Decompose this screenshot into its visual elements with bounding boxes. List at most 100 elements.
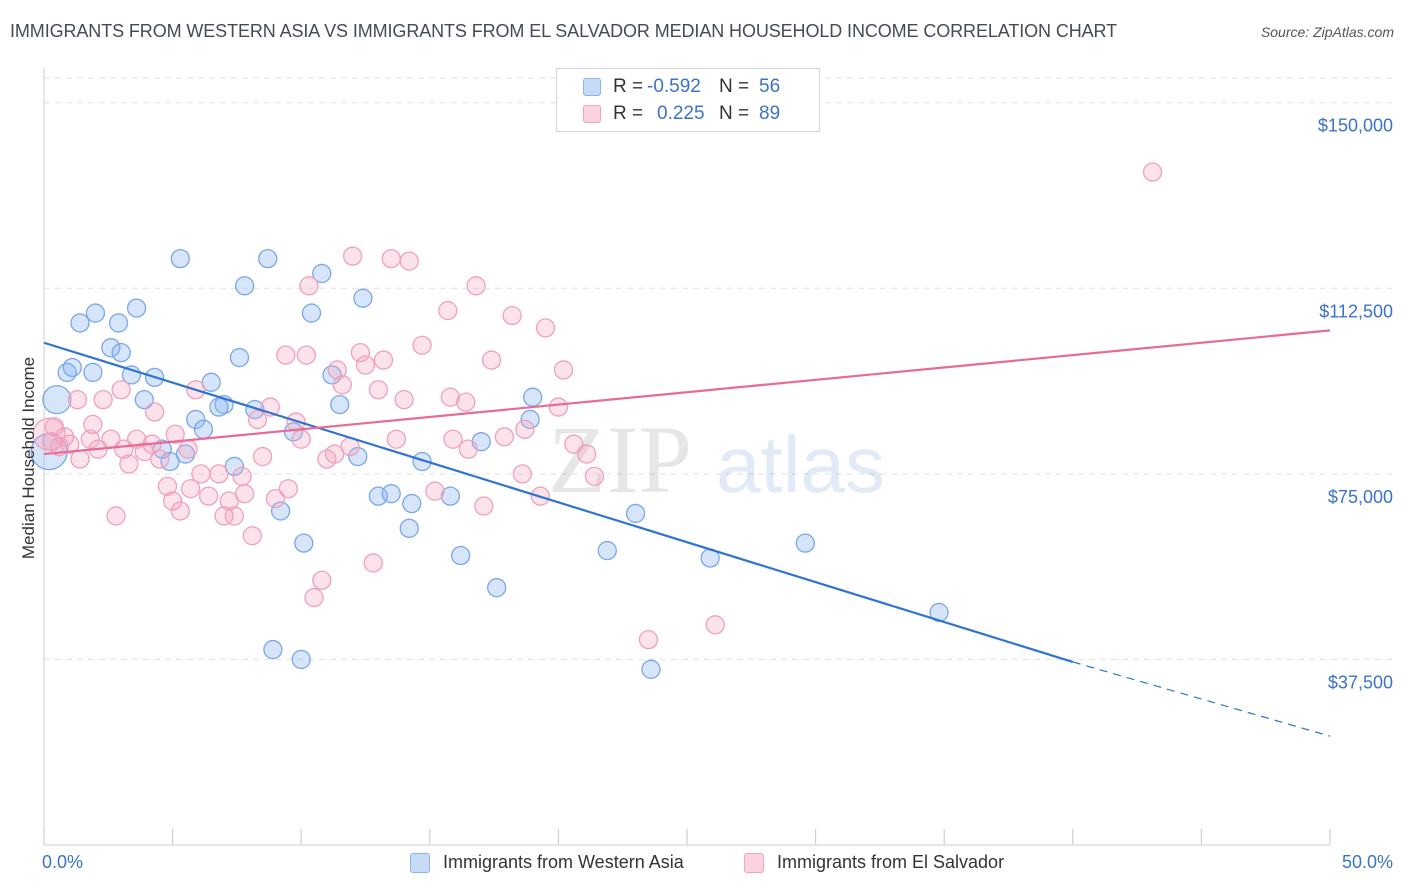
point-el-salvador [247, 409, 268, 430]
point-western-asia [258, 248, 278, 269]
point-el-salvador [548, 397, 569, 417]
bottom-legend-el-salvador: Immigrants from El Salvador [744, 852, 1004, 873]
point-western-asia [126, 298, 147, 318]
point-western-asia [795, 533, 815, 553]
gridlines [44, 77, 1395, 660]
y-tick-label: $37,500 [1328, 672, 1393, 692]
legend-r-value: -0.592 [647, 76, 701, 97]
watermark-atlas: atlas [716, 420, 885, 509]
point-western-asia [399, 518, 419, 538]
bottom-legend-label: Immigrants from Western Asia [443, 852, 684, 872]
point-el-salvador [144, 402, 165, 422]
point-western-asia [170, 248, 190, 269]
point-western-asia [312, 263, 332, 284]
point-western-asia [625, 503, 646, 524]
point-western-asia [291, 649, 311, 670]
point-el-salvador [219, 491, 239, 511]
point-el-salvador [363, 553, 383, 573]
point-western-asia [520, 409, 540, 430]
legend-r-value: 0.225 [657, 103, 705, 124]
point-western-asia [108, 313, 129, 333]
point-western-asia [83, 362, 103, 383]
point-el-salvador [83, 414, 103, 435]
point-western-asia [186, 409, 206, 430]
point-el-salvador [350, 342, 371, 363]
point-el-salvador [234, 484, 255, 504]
legend-n-label: N = [719, 103, 750, 124]
point-el-salvador [584, 466, 605, 486]
point-el-salvador [456, 392, 476, 412]
point-el-salvador [232, 466, 252, 486]
y-tick-label: $112,500 [1319, 301, 1393, 321]
point-el-salvador [150, 449, 170, 469]
point-el-salvador [332, 375, 353, 395]
point-el-salvador [466, 276, 486, 296]
point-el-salvador [1142, 162, 1163, 182]
point-western-asia [353, 288, 373, 308]
point-western-asia [301, 303, 322, 323]
point-western-asia [381, 484, 401, 504]
point-western-asia [523, 387, 543, 407]
point-western-asia [85, 303, 106, 323]
legend: R = -0.592 N = 56 R = 0.225 N = 89 [556, 68, 820, 132]
legend-swatch-blue [583, 78, 601, 96]
point-el-salvador [242, 526, 262, 546]
point-el-salvador [535, 318, 556, 338]
point-el-salvador [157, 476, 178, 496]
point-western-asia [209, 397, 229, 417]
point-el-salvador [494, 427, 515, 447]
point-western-asia [641, 659, 661, 679]
point-el-salvador [386, 429, 407, 449]
point-el-salvador [394, 389, 414, 410]
point-western-asia [111, 342, 131, 363]
point-el-salvador [373, 350, 394, 370]
trend-line-western-asia-extension [1072, 661, 1331, 737]
point-el-salvador [180, 479, 201, 499]
legend-r-label: R = [613, 103, 644, 124]
point-el-salvador [502, 305, 522, 326]
point-western-asia [597, 540, 617, 561]
legend-row-western-asia: R = -0.592 N = 56 [583, 75, 780, 99]
point-el-salvador [214, 506, 234, 526]
point-el-salvador [564, 434, 584, 454]
point-el-salvador [119, 454, 139, 474]
chart-title: IMMIGRANTS FROM WESTERN ASIA VS IMMIGRAN… [10, 21, 1118, 41]
point-el-salvador [481, 350, 502, 370]
point-western-asia [294, 533, 314, 553]
point-western-asia [134, 389, 154, 410]
bottom-legend-swatch-pink [744, 852, 764, 873]
point-el-salvador [553, 360, 574, 380]
legend-n-value: 89 [759, 103, 781, 124]
source-label: Source: ZipAtlas.com [1260, 24, 1394, 40]
point-el-salvador [114, 439, 134, 459]
point-western-asia [193, 419, 214, 439]
point-el-salvador [276, 345, 296, 365]
bottom-legend-label: Immigrants from El Salvador [777, 852, 1005, 872]
point-el-salvador [342, 246, 363, 266]
point-el-salvador [67, 389, 88, 410]
point-western-asia [487, 578, 507, 598]
point-western-asia [440, 486, 461, 506]
point-el-salvador [474, 496, 494, 516]
point-el-salvador [291, 429, 311, 449]
point-el-salvador [312, 570, 332, 590]
point-el-salvador [458, 439, 479, 459]
point-el-salvador [111, 380, 131, 400]
legend-r-label: R = [613, 76, 644, 97]
point-western-asia [42, 384, 72, 415]
point-western-asia [412, 451, 432, 472]
point-el-salvador [60, 434, 80, 454]
point-western-asia [101, 338, 121, 358]
point-western-asia [224, 456, 244, 477]
point-el-salvador [638, 629, 659, 650]
point-el-salvador [368, 380, 389, 400]
point-el-salvador [324, 444, 345, 464]
trend-lines [43, 329, 1331, 737]
tick-labels: $37,500 $75,000 $112,500 $150,000 0.0% 50.0% [42, 116, 1393, 872]
point-western-asia [234, 276, 255, 296]
point-el-salvador [106, 506, 126, 526]
series-western-asia-points [30, 248, 949, 679]
point-el-salvador [209, 464, 229, 484]
point-el-salvador [252, 446, 273, 467]
point-el-salvador [577, 444, 597, 464]
